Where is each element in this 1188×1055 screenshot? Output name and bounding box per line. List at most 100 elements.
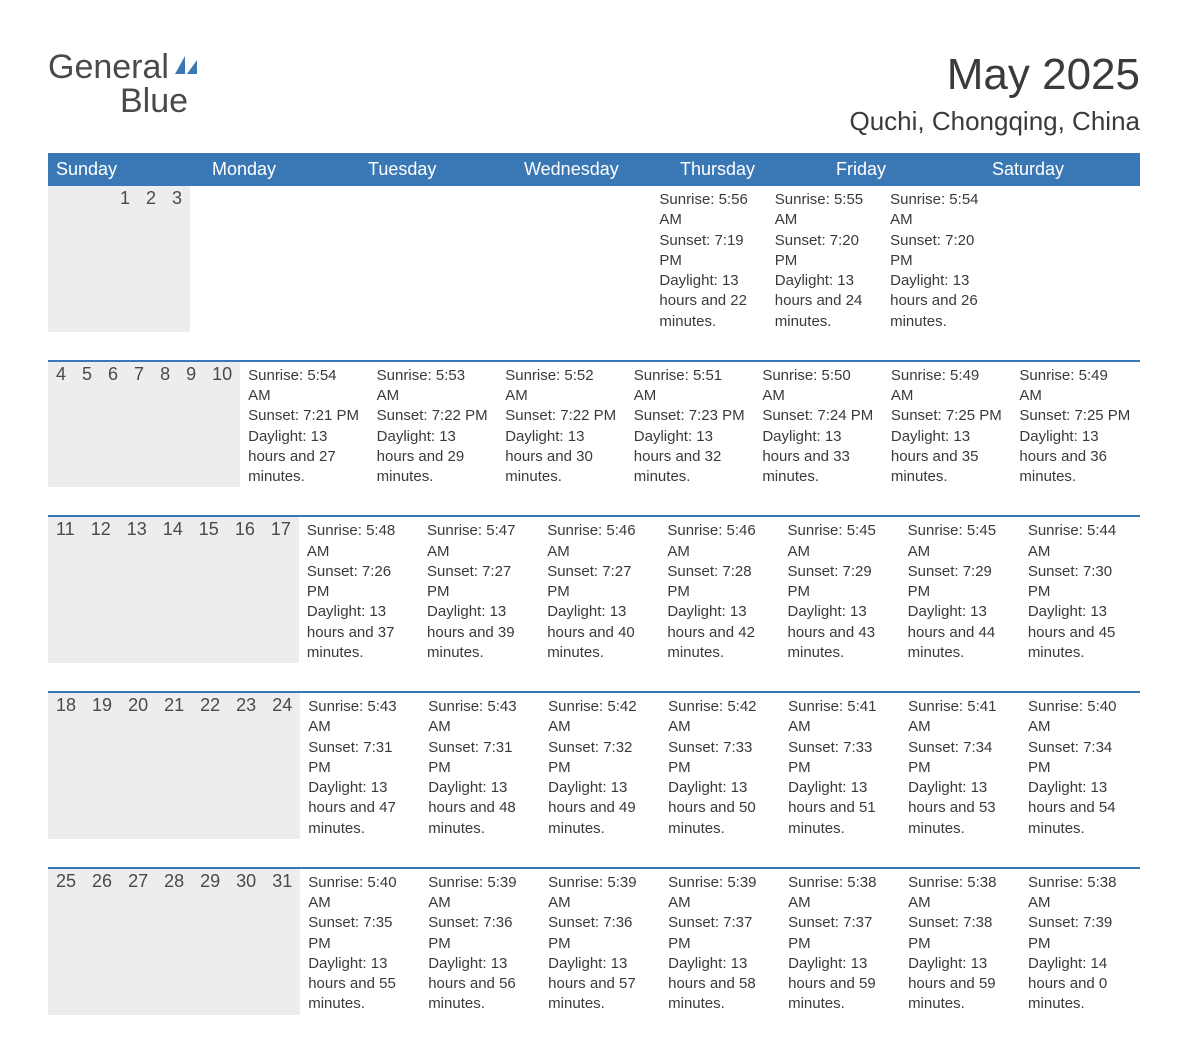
sunrise-line: Sunrise: 5:54 AM xyxy=(248,366,361,407)
day-cell: Sunrise: 5:38 AMSunset: 7:39 PMDaylight:… xyxy=(1020,869,1140,1015)
sunrise-line: Sunrise: 5:39 AM xyxy=(548,873,652,914)
day-cell: Sunrise: 5:40 AMSunset: 7:34 PMDaylight:… xyxy=(1020,693,1140,839)
day-cell: Sunrise: 5:43 AMSunset: 7:31 PMDaylight:… xyxy=(420,693,540,839)
daylight-line: Daylight: 13 hours and 59 minutes. xyxy=(788,954,892,1015)
sunset-line: Sunset: 7:20 PM xyxy=(890,231,989,272)
sunset-line: Sunset: 7:27 PM xyxy=(547,562,651,603)
daylight-line: Daylight: 13 hours and 54 minutes. xyxy=(1028,778,1132,839)
sunset-line: Sunset: 7:35 PM xyxy=(308,913,412,954)
day-number: 28 xyxy=(156,869,192,1015)
brand-word2: Blue xyxy=(120,82,188,120)
sunrise-line: Sunrise: 5:50 AM xyxy=(762,366,875,407)
day-number: 25 xyxy=(48,869,84,1015)
day-number: 30 xyxy=(228,869,264,1015)
daylight-line: Daylight: 13 hours and 44 minutes. xyxy=(908,602,1012,663)
sunrise-line: Sunrise: 5:38 AM xyxy=(788,873,892,914)
content-row: Sunrise: 5:54 AMSunset: 7:21 PM Daylight:… xyxy=(240,362,1140,488)
day-cell: Sunrise: 5:48 AMSunset: 7:26 PMDaylight:… xyxy=(299,517,419,663)
day-header: Friday xyxy=(828,153,984,186)
day-number: 24 xyxy=(264,693,300,839)
day-number: 6 xyxy=(100,362,126,488)
sunrise-line: Sunrise: 5:49 AM xyxy=(1019,366,1132,407)
sunset-line: Sunset: 7:20 PM xyxy=(775,231,874,272)
sunrise-line: Sunrise: 5:41 AM xyxy=(908,697,1012,738)
sunset-line: Sunset: 7:26 PM xyxy=(307,562,411,603)
day-cell: Sunrise: 5:52 AMSunset: 7:22 PMDaylight:… xyxy=(497,362,626,488)
day-cell: Sunrise: 5:44 AMSunset: 7:30 PMDaylight:… xyxy=(1020,517,1140,663)
sunrise-line: Sunrise: 5:40 AM xyxy=(1028,697,1132,738)
day-number: 10 xyxy=(204,362,240,488)
sunset-line: Sunset: 7:19 PM xyxy=(659,231,758,272)
sunrise-line: Sunrise: 5:41 AM xyxy=(788,697,892,738)
sunrise-line: Sunrise: 5:48 AM xyxy=(307,521,411,562)
day-number: 18 xyxy=(48,693,84,839)
sunset-line: Sunset: 7:33 PM xyxy=(788,738,892,779)
day-cell: Sunrise: 5:38 AMSunset: 7:38 PMDaylight:… xyxy=(900,869,1020,1015)
day-number: 1 xyxy=(112,186,138,332)
day-number: 27 xyxy=(120,869,156,1015)
daylight-line: Daylight: 13 hours and 57 minutes. xyxy=(548,954,652,1015)
calendar-week: 45678910Sunrise: 5:54 AMSunset: 7:21 PM D… xyxy=(48,360,1140,488)
daylight-line: Daylight: 13 hours and 30 minutes. xyxy=(505,427,618,488)
daylight-line: Daylight: 13 hours and 37 minutes. xyxy=(307,602,411,663)
sunrise-line: Sunrise: 5:42 AM xyxy=(548,697,652,738)
day-cell: Sunrise: 5:46 AMSunset: 7:27 PMDaylight:… xyxy=(539,517,659,663)
day-cell xyxy=(421,186,536,332)
daylight-line: Daylight: 14 hours and 0 minutes. xyxy=(1028,954,1132,1015)
sunset-line: Sunset: 7:25 PM xyxy=(891,406,1004,426)
flag-icon xyxy=(175,65,205,82)
day-cell: Sunrise: 5:41 AMSunset: 7:33 PMDaylight:… xyxy=(780,693,900,839)
day-cell: Sunrise: 5:56 AMSunset: 7:19 PMDaylight:… xyxy=(651,186,766,332)
sunset-line: Sunset: 7:21 PM xyxy=(248,406,361,426)
daynum-row: 18192021222324 xyxy=(48,693,300,839)
day-number: 11 xyxy=(48,517,83,663)
day-number: 12 xyxy=(83,517,119,663)
sunrise-line: Sunrise: 5:46 AM xyxy=(667,521,771,562)
daylight-line: Daylight: 13 hours and 40 minutes. xyxy=(547,602,651,663)
content-row: Sunrise: 5:40 AMSunset: 7:35 PMDaylight:… xyxy=(300,869,1140,1015)
sunrise-line: Sunrise: 5:51 AM xyxy=(634,366,747,407)
sunrise-line: Sunrise: 5:42 AM xyxy=(668,697,772,738)
sunset-line: Sunset: 7:23 PM xyxy=(634,406,747,426)
day-cell: Sunrise: 5:47 AMSunset: 7:27 PMDaylight:… xyxy=(419,517,539,663)
daylight-line: Daylight: 13 hours and 35 minutes. xyxy=(891,427,1004,488)
content-row: Sunrise: 5:48 AMSunset: 7:26 PMDaylight:… xyxy=(299,517,1140,663)
sunset-line: Sunset: 7:36 PM xyxy=(428,913,532,954)
day-header: Tuesday xyxy=(360,153,516,186)
daylight-line: Daylight: 13 hours and 49 minutes. xyxy=(548,778,652,839)
sunrise-line: Sunrise: 5:45 AM xyxy=(788,521,892,562)
day-cell: Sunrise: 5:49 AMSunset: 7:25 PMDaylight:… xyxy=(1011,362,1140,488)
sunrise-line: Sunrise: 5:39 AM xyxy=(428,873,532,914)
day-cell xyxy=(190,186,305,332)
sunset-line: Sunset: 7:39 PM xyxy=(1028,913,1132,954)
sunrise-line: Sunrise: 5:52 AM xyxy=(505,366,618,407)
daylight-line: Daylight: 13 hours and 29 minutes. xyxy=(377,427,490,488)
day-cell: Sunrise: 5:43 AMSunset: 7:31 PMDaylight:… xyxy=(300,693,420,839)
day-number: 21 xyxy=(156,693,192,839)
sunset-line: Sunset: 7:30 PM xyxy=(1028,562,1132,603)
day-number xyxy=(64,186,80,332)
daylight-line: Daylight: 13 hours and 32 minutes. xyxy=(634,427,747,488)
day-header: Saturday xyxy=(984,153,1140,186)
sunrise-line: Sunrise: 5:39 AM xyxy=(668,873,772,914)
sunset-line: Sunset: 7:34 PM xyxy=(908,738,1012,779)
calendar-week: 18192021222324Sunrise: 5:43 AMSunset: 7:… xyxy=(48,691,1140,839)
brand-word1: General xyxy=(48,48,169,86)
daylight-line: Daylight: 13 hours and 24 minutes. xyxy=(775,271,874,332)
day-cell: Sunrise: 5:39 AMSunset: 7:37 PMDaylight:… xyxy=(660,869,780,1015)
daynum-row: 45678910 xyxy=(48,362,240,488)
daylight-line: Daylight: 13 hours and 42 minutes. xyxy=(667,602,771,663)
sunrise-line: Sunrise: 5:38 AM xyxy=(1028,873,1132,914)
sunset-line: Sunset: 7:25 PM xyxy=(1019,406,1132,426)
day-cell: Sunrise: 5:50 AMSunset: 7:24 PMDaylight:… xyxy=(754,362,883,488)
day-header: Monday xyxy=(204,153,360,186)
day-cell: Sunrise: 5:42 AMSunset: 7:32 PMDaylight:… xyxy=(540,693,660,839)
daynum-row: 123 xyxy=(48,186,190,332)
day-number: 16 xyxy=(227,517,263,663)
daylight-line: Daylight: 13 hours and 55 minutes. xyxy=(308,954,412,1015)
day-cell: Sunrise: 5:45 AMSunset: 7:29 PMDaylight:… xyxy=(780,517,900,663)
daylight-line: Daylight: 13 hours and 51 minutes. xyxy=(788,778,892,839)
day-cell: Sunrise: 5:41 AMSunset: 7:34 PMDaylight:… xyxy=(900,693,1020,839)
day-number: 15 xyxy=(191,517,227,663)
sunset-line: Sunset: 7:28 PM xyxy=(667,562,771,603)
